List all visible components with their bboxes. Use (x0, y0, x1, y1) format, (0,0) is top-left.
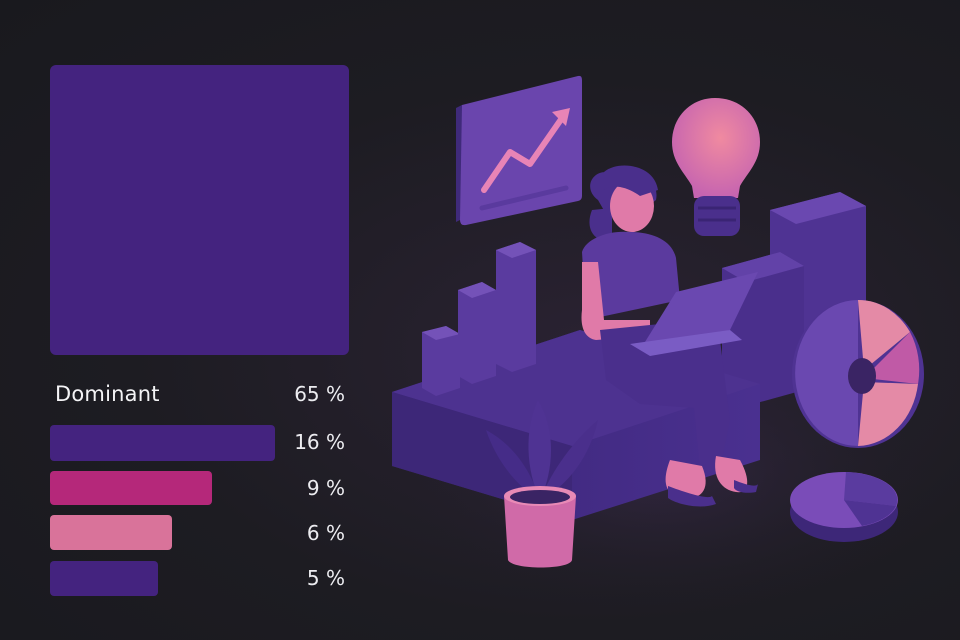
isometric-illustration (380, 75, 960, 620)
palette-bar-2 (50, 471, 212, 505)
palette-bar-3 (50, 515, 172, 550)
palette-bar-3-percentage: 6 % (306, 521, 345, 545)
lightbulb-icon (672, 98, 760, 236)
donut-chart-icon (792, 299, 924, 448)
trend-chart-panel-icon (456, 75, 582, 226)
dominant-color-swatch (50, 65, 349, 355)
person-with-laptop-icon (581, 165, 758, 507)
pie-chart-icon (790, 472, 898, 542)
palette-bar-1 (50, 425, 275, 461)
palette-bar-2-percentage: 9 % (306, 476, 345, 500)
dominant-label: Dominant (55, 382, 160, 406)
potted-plant-icon (486, 400, 598, 568)
dominant-percentage: 65 % (294, 382, 345, 406)
palette-bar-1-percentage: 16 % (294, 430, 345, 454)
palette-bar-4 (50, 561, 158, 596)
bar-chart-columns-icon (422, 242, 536, 396)
palette-bar-4-percentage: 5 % (306, 566, 345, 590)
laptop-icon (630, 272, 758, 356)
